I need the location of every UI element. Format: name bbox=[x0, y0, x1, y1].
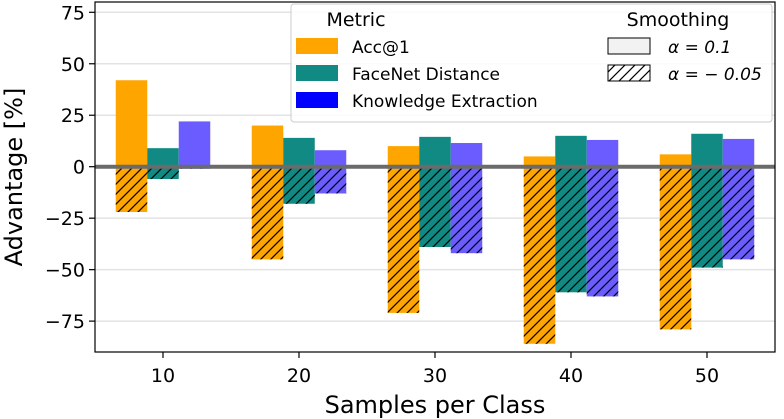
bar-hatch-knowledge-extraction-40 bbox=[586, 166, 619, 297]
x-tick-label-20: 20 bbox=[287, 365, 311, 387]
bar-hatch-facenet-distance-20 bbox=[283, 166, 315, 204]
bar-knowledge-extraction-30-smooth-0-1 bbox=[450, 143, 483, 167]
bar-hatch-acc-1-50 bbox=[659, 166, 692, 330]
bar-facenet-distance-30-smooth-0-1 bbox=[419, 136, 451, 167]
legend-label-2: Knowledge Extraction bbox=[352, 92, 538, 112]
bar-hatch-acc-1-10 bbox=[115, 166, 148, 212]
bar-acc-1-50-smooth-0-1 bbox=[659, 154, 692, 167]
legend-pattern-1 bbox=[607, 64, 651, 82]
legend-smoothing-label-1: α = − 0.05 bbox=[668, 65, 762, 85]
bar-knowledge-extraction-20-smooth-0-1 bbox=[314, 150, 347, 167]
bar-hatch-facenet-distance-10 bbox=[147, 166, 179, 180]
bar-hatch-knowledge-extraction-50 bbox=[722, 166, 755, 260]
bar-hatch-knowledge-extraction-20 bbox=[314, 166, 347, 194]
legend-swatch-0 bbox=[296, 38, 338, 54]
y-tick-label-25: 25 bbox=[61, 105, 85, 127]
y-tick-label-50: 50 bbox=[61, 54, 85, 76]
bar-facenet-distance-50-smooth-0-1 bbox=[691, 133, 723, 167]
legend-box bbox=[290, 3, 773, 123]
legend-label-1: FaceNet Distance bbox=[352, 65, 500, 85]
y-tick-label--75: −75 bbox=[45, 311, 85, 333]
bar-hatch-acc-1-30 bbox=[387, 166, 420, 313]
bar-hatch-facenet-distance-50 bbox=[691, 166, 723, 268]
bar-acc-1-40-smooth-0-1 bbox=[523, 156, 556, 167]
bar-facenet-distance-40-smooth-0-1 bbox=[555, 135, 587, 167]
y-tick-label-0: 0 bbox=[73, 157, 85, 179]
legend-smoothing-title: Smoothing bbox=[627, 9, 730, 31]
legend-entries: Acc@1 FaceNet Distance Knowledge Extractio… bbox=[296, 37, 762, 112]
bar-hatch-facenet-distance-30 bbox=[419, 166, 451, 247]
y-axis-label: Advantage [%] bbox=[0, 88, 28, 267]
bar-knowledge-extraction-40-smooth-0-1 bbox=[586, 139, 619, 167]
x-axis-label: Samples per Class bbox=[325, 391, 546, 419]
bar-hatch-acc-1-20 bbox=[251, 166, 284, 260]
bar-hatch-acc-1-40 bbox=[523, 166, 556, 344]
bar-acc-1-20-smooth-0-1 bbox=[251, 125, 284, 167]
bar-knowledge-extraction-50-smooth-0-1 bbox=[722, 138, 755, 167]
x-tick-label-30: 30 bbox=[423, 365, 447, 387]
bar-hatch-knowledge-extraction-30 bbox=[450, 166, 483, 254]
legend: Metric Smoothing Acc@1 FaceNet Distance Kn… bbox=[290, 3, 773, 123]
legend-swatch-1 bbox=[296, 65, 338, 81]
legend-smoothing-label-0: α = 0.1 bbox=[668, 38, 731, 58]
bar-facenet-distance-20-smooth-0-1 bbox=[283, 137, 315, 167]
x-tick-label-10: 10 bbox=[151, 365, 175, 387]
x-tick-label-50: 50 bbox=[695, 365, 719, 387]
x-tick-label-40: 40 bbox=[559, 365, 583, 387]
legend-metric-title: Metric bbox=[326, 9, 385, 31]
axis-ticks: −75 −50 −25 0 25 50 75 10 20 30 40 50 bbox=[45, 2, 719, 387]
bar-facenet-distance-10-smooth-0-1 bbox=[147, 148, 179, 167]
bar-knowledge-extraction-10-smooth-0-1 bbox=[178, 121, 211, 167]
bar-acc-1-10-smooth-0-1 bbox=[115, 80, 148, 167]
bars bbox=[115, 80, 755, 344]
bar-acc-1-30-smooth-0-1 bbox=[387, 146, 420, 167]
y-tick-label--25: −25 bbox=[45, 208, 85, 230]
y-tick-label--50: −50 bbox=[45, 260, 85, 282]
y-tick-label-75: 75 bbox=[61, 2, 85, 24]
bar-hatch-facenet-distance-40 bbox=[555, 166, 587, 293]
legend-pattern-0 bbox=[607, 37, 651, 55]
legend-label-0: Acc@1 bbox=[352, 38, 410, 58]
legend-swatch-2 bbox=[296, 92, 338, 108]
